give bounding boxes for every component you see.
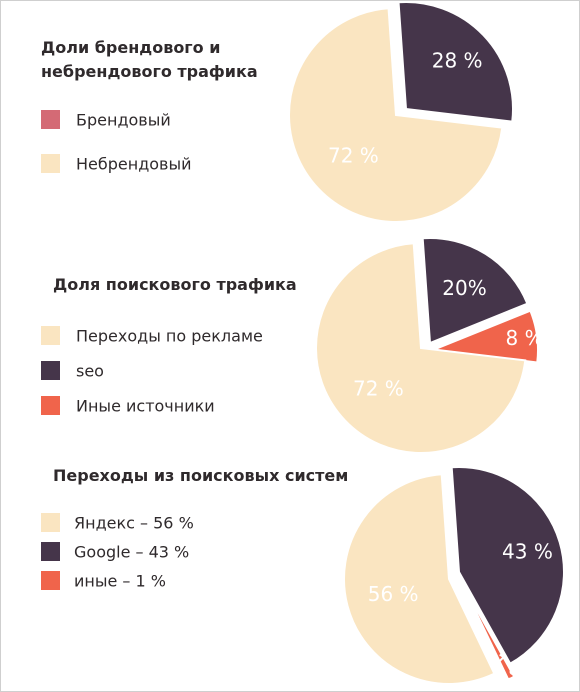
chart-title-line: Переходы из поисковых систем [53,466,349,485]
pie-slice [462,584,516,682]
chart-legend: Брендовый Небрендовый [41,107,261,177]
legend-item: Google – 43 % [41,539,241,565]
pie-chart: 28 % 72 % [288,1,514,223]
slice-data-label: 43 % [502,540,553,564]
chart-title: Доли брендового и небрендового трафика [41,36,258,84]
pie-slice [397,1,514,123]
legend-label: Переходы по рекламе [76,326,263,346]
legend-swatch [41,326,60,345]
legend-item: иные – 1 % [41,568,241,594]
legend-swatch [41,513,60,532]
legend-label: Яндекс – 56 % [74,513,194,533]
legend-swatch [41,361,60,380]
slice-data-label: 20% [442,276,486,300]
pie-slice [421,237,529,345]
legend-label: Брендовый [76,110,171,130]
brand-traffic-block: Доли брендового и небрендового трафика Б… [1,1,579,236]
legend-swatch [41,571,60,590]
legend-label: Небрендовый [76,154,192,174]
chart-title: Переходы из поисковых систем [53,464,348,488]
slice-data-label: 72 % [328,144,379,168]
chart-title-line: Доли брендового и [41,38,221,57]
chart-title-line: Доля поискового трафика [53,275,297,294]
search-traffic-block: Доля поискового трафика Переходы по рекл… [1,236,579,464]
slice-data-label: 72 % [353,377,404,401]
pie-slice [432,309,539,364]
chart-title: Доля поискового трафика [53,273,297,297]
legend-item: Переходы по рекламе [41,323,301,349]
slice-data-label: 28 % [432,48,483,72]
legend-item: Брендовый [41,107,261,133]
legend-swatch [41,542,60,561]
pie-slice [450,466,565,666]
pie-slice [288,7,504,223]
legend-swatch [41,396,60,415]
legend-label: seo [76,361,104,381]
pie-chart: 20% 8 % 72 % [315,237,544,454]
legend-item: Яндекс – 56 % [41,510,241,536]
legend-item: seo [41,358,301,384]
slice-data-label: 56 % [368,582,419,606]
legend-swatch [41,154,60,173]
search-engines-block: Переходы из поисковых систем Яндекс – 56… [1,464,579,692]
chart-title-line: небрендового трафика [41,62,258,81]
legend-item: Небрендовый [41,151,261,177]
legend-swatch [41,110,60,129]
pie-slice [315,242,527,454]
pie-chart: 43 %1 %56 % [343,466,565,692]
slice-data-label: 8 % [506,326,544,350]
pie-slice [343,473,496,685]
chart-legend: Яндекс – 56 % Google – 43 % иные – 1 % [41,510,241,594]
chart-legend: Переходы по рекламе seo Иные источники [41,323,301,419]
legend-item: Иные источники [41,393,301,419]
legend-label: иные – 1 % [74,571,166,591]
legend-label: Google – 43 % [74,542,190,562]
legend-label: Иные источники [76,396,215,416]
